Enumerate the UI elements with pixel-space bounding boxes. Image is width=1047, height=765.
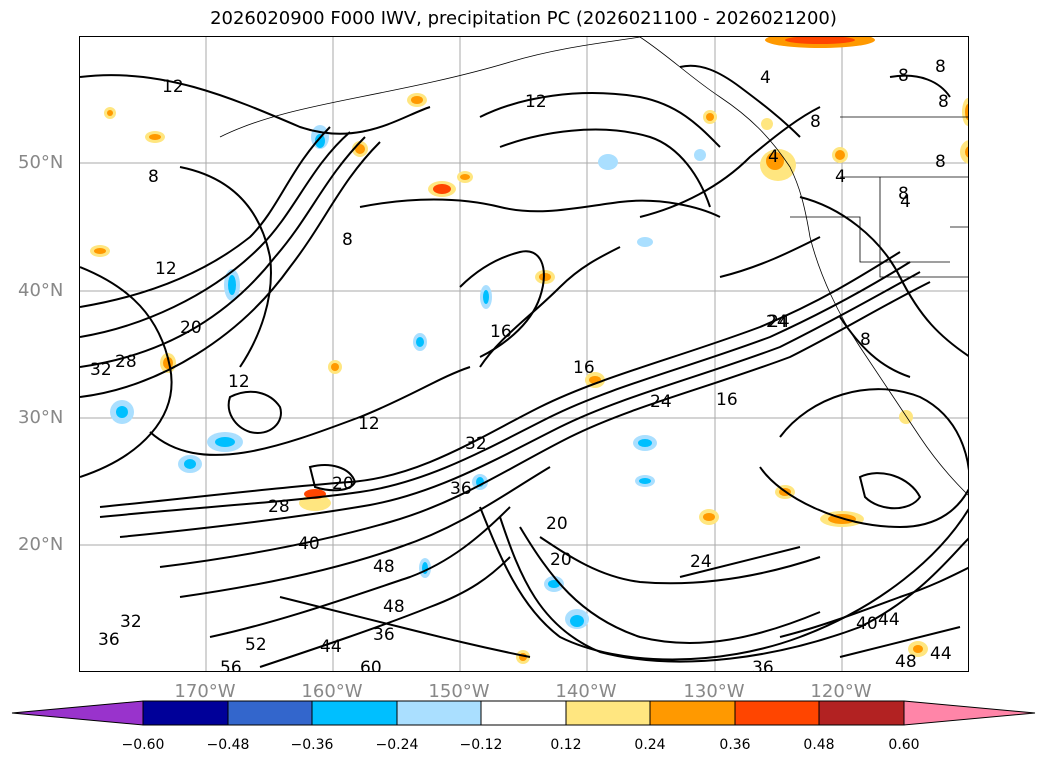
contour-label: 12 xyxy=(525,92,547,112)
contour-label: 12 xyxy=(228,372,250,392)
colorbar-tick-label: −0.60 xyxy=(121,737,165,753)
contour-label: 16 xyxy=(716,390,738,410)
contour-label: 20 xyxy=(546,514,568,534)
contour-label: 4 xyxy=(835,167,846,187)
contour-label-group: 12 12 8 8 12 16 16 24 24 16 12 12 32 28 … xyxy=(90,57,952,672)
contour-label: 52 xyxy=(245,635,267,655)
map-title: 2026020900 F000 IWV, precipitation PC (2… xyxy=(210,8,837,29)
contour-label: 4 xyxy=(900,192,911,212)
map-panel: 12 12 8 8 12 16 16 24 24 16 12 12 32 28 … xyxy=(79,36,969,672)
contour-label: 36 xyxy=(752,658,774,672)
colorbar-segment xyxy=(649,700,736,726)
contour-label: 16 xyxy=(573,358,595,378)
contour-label: 8 xyxy=(148,167,159,187)
contour-label: 8 xyxy=(935,152,946,172)
contour-label: 8 xyxy=(898,66,909,86)
contour-label: 36 xyxy=(98,630,120,650)
contour-label: 48 xyxy=(383,597,405,617)
contour-label: 44 xyxy=(930,644,952,664)
latitude-label: 50°N xyxy=(18,152,64,173)
iwv-contours xyxy=(80,64,968,668)
contour-label: 44 xyxy=(878,610,900,630)
contour-label: 28 xyxy=(268,497,290,517)
contour-label: 56 xyxy=(220,658,242,672)
contour-label: 40 xyxy=(298,534,320,554)
contour-label: 12 xyxy=(162,77,184,97)
colorbar-tick-label: −0.48 xyxy=(206,737,250,753)
latitude-label: 20°N xyxy=(18,534,64,555)
longitude-label: 120°W xyxy=(810,681,872,702)
map-canvas: 12 12 8 8 12 16 16 24 24 16 12 12 32 28 … xyxy=(80,37,968,672)
colorbar-segment xyxy=(142,700,229,726)
longitude-label: 130°W xyxy=(683,681,745,702)
colorbar-tick-label: 0.24 xyxy=(634,737,666,753)
colorbar-tick-label: 0.36 xyxy=(719,737,751,753)
contour-label: 4 xyxy=(760,68,771,88)
colorbar-tick-label: 0.60 xyxy=(888,737,920,753)
contour-label: 4 xyxy=(768,147,779,167)
colorbar-segment xyxy=(311,700,398,726)
longitude-label: 150°W xyxy=(428,681,490,702)
latitude-label: 40°N xyxy=(18,280,64,301)
contour-label: 12 xyxy=(155,259,177,279)
contour-label: 24 xyxy=(768,312,790,332)
contour-label: 24 xyxy=(690,552,712,572)
contour-label: 60 xyxy=(360,658,382,672)
precipitation-shading xyxy=(90,37,968,664)
longitude-label: 140°W xyxy=(555,681,617,702)
contour-label: 28 xyxy=(115,352,137,372)
colorbar-extend-high xyxy=(903,700,1036,726)
colorbar-segment xyxy=(480,700,567,726)
contour-label: 32 xyxy=(465,434,487,454)
colorbar-extend-low xyxy=(11,700,144,726)
colorbar-segment xyxy=(396,700,482,726)
contour-label: 12 xyxy=(358,414,380,434)
contour-label: 48 xyxy=(895,652,917,672)
contour-label: 8 xyxy=(860,330,871,350)
contour-label: 44 xyxy=(320,637,342,657)
graticule xyxy=(80,37,968,671)
contour-label: 20 xyxy=(332,474,354,494)
contour-label: 8 xyxy=(342,230,353,250)
colorbar-segment xyxy=(818,700,905,726)
contour-label: 32 xyxy=(120,612,142,632)
contour-label: 32 xyxy=(90,360,112,380)
colorbar-tick-label: −0.36 xyxy=(290,737,334,753)
colorbar xyxy=(11,700,1036,726)
colorbar-segment xyxy=(734,700,820,726)
contour-label: 48 xyxy=(373,557,395,577)
longitude-label: 170°W xyxy=(174,681,236,702)
latitude-label: 30°N xyxy=(18,407,64,428)
colorbar-tick-label: −0.24 xyxy=(375,737,419,753)
contour-label: 20 xyxy=(550,550,572,570)
colorbar-tick-label: −0.12 xyxy=(459,737,503,753)
contour-label: 36 xyxy=(450,479,472,499)
contour-label: 24 xyxy=(650,392,672,412)
colorbar-tick-label: 0.12 xyxy=(550,737,582,753)
contour-label: 36 xyxy=(373,625,395,645)
contour-label: 8 xyxy=(935,57,946,77)
colorbar-segment xyxy=(227,700,313,726)
contour-label: 8 xyxy=(898,184,909,204)
contour-label: 24 xyxy=(766,312,788,332)
colorbar-segment xyxy=(565,700,651,726)
contour-label: 16 xyxy=(490,322,512,342)
longitude-label: 160°W xyxy=(301,681,363,702)
colorbar-tick-label: 0.48 xyxy=(803,737,835,753)
coastlines xyxy=(219,37,968,496)
contour-label: 40 xyxy=(856,614,878,634)
contour-label: 8 xyxy=(810,112,821,132)
contour-label: 8 xyxy=(938,92,949,112)
contour-label: 20 xyxy=(180,318,202,338)
